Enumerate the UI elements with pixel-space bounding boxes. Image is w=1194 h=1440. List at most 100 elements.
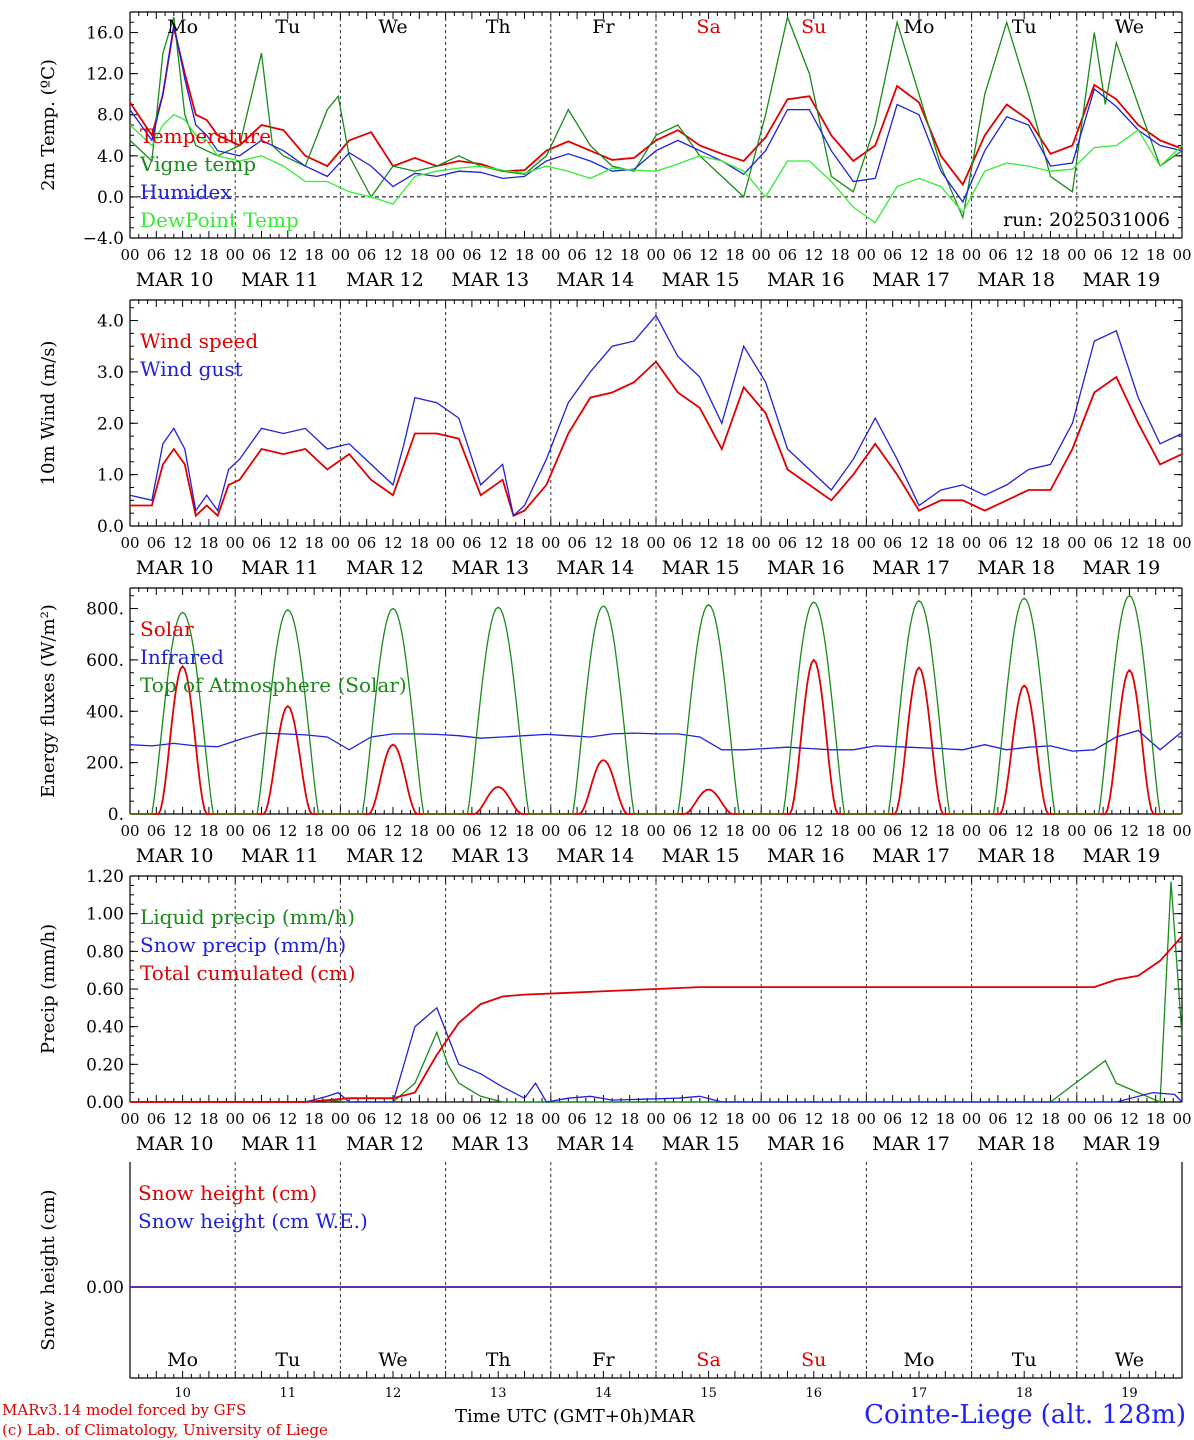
series-temperature (129, 27, 1183, 187)
hour-tick-label: 12 (278, 1110, 297, 1128)
hour-tick-label: 06 (357, 534, 376, 552)
date-label: MAR 13 (451, 269, 529, 291)
legend-entry: Wind speed (140, 329, 258, 353)
date-label: MAR 14 (557, 1133, 635, 1155)
run-label: run: 2025031006 (1003, 209, 1170, 231)
date-label: MAR 15 (662, 557, 740, 579)
y-tick-label: 400. (86, 702, 124, 722)
hour-tick-label: 00 (120, 534, 139, 552)
hour-tick-label: 00 (857, 1110, 876, 1128)
hour-tick-label: 18 (410, 822, 429, 840)
hour-tick-label: 06 (1094, 246, 1113, 264)
y-tick-label: 0.00 (86, 1093, 124, 1113)
date-label: MAR 16 (767, 269, 845, 291)
hour-tick-label: 06 (462, 1110, 481, 1128)
hour-tick-label: 18 (199, 822, 218, 840)
day-number: 19 (1121, 1386, 1138, 1401)
hour-tick-label: 06 (1094, 1110, 1113, 1128)
hour-tick-label: 18 (620, 1110, 639, 1128)
y-tick-label: 200. (86, 754, 124, 774)
day-number: 11 (280, 1386, 297, 1401)
hour-tick-label: 06 (462, 534, 481, 552)
hour-tick-label: 12 (909, 534, 928, 552)
hour-tick-label: 12 (489, 822, 508, 840)
hour-tick-label: 18 (1041, 822, 1060, 840)
series-humidex (129, 24, 1183, 204)
date-label: MAR 19 (1083, 557, 1161, 579)
legend-entry: Infrared (140, 645, 224, 669)
date-label: MAR 19 (1083, 1133, 1161, 1155)
date-label: MAR 17 (872, 557, 950, 579)
hour-tick-label: 06 (252, 822, 271, 840)
date-label: MAR 17 (872, 269, 950, 291)
y-tick-label: 3.0 (97, 363, 124, 383)
day-number: 16 (806, 1386, 823, 1401)
hour-tick-label: 18 (725, 1110, 744, 1128)
y-axis-label: 2m Temp. (ºC) (38, 59, 59, 191)
date-label: MAR 12 (346, 269, 424, 291)
y-axis-label: 10m Wind (m/s) (38, 341, 59, 486)
hour-tick-label: 18 (410, 246, 429, 264)
date-label: MAR 14 (557, 269, 635, 291)
date-label: MAR 11 (241, 845, 319, 867)
series-wind-speed (130, 360, 1183, 518)
hour-tick-label: 18 (410, 1110, 429, 1128)
hour-tick-label: 12 (804, 246, 823, 264)
day-number: 18 (1016, 1386, 1033, 1401)
panel-precip: 1.20 1.00 0.80 0.60 0.40 0.20 0.00 Precip (mm/h… (38, 867, 1192, 1155)
series-dewpoint-temp (129, 113, 1183, 224)
hour-tick-label: 18 (831, 1110, 850, 1128)
hour-tick-label: 18 (305, 246, 324, 264)
hour-tick-label: 06 (883, 246, 902, 264)
y-tick-label: 1.00 (86, 905, 124, 925)
date-label: MAR 12 (346, 1133, 424, 1155)
series-top-of-atmosphere-solar- (130, 594, 1182, 815)
hour-tick-label: 12 (489, 534, 508, 552)
y-tick-label: 0.60 (86, 980, 124, 1000)
hour-tick-label: 12 (1120, 534, 1139, 552)
hour-tick-label: 18 (1041, 1110, 1060, 1128)
hour-tick-label: 12 (278, 534, 297, 552)
hour-tick-label: 06 (252, 534, 271, 552)
day-number: 13 (490, 1386, 507, 1401)
hour-tick-label: 00 (541, 822, 560, 840)
hour-tick-label: 12 (909, 1110, 928, 1128)
date-label: MAR 18 (977, 1133, 1055, 1155)
hour-tick-label: 00 (857, 534, 876, 552)
hour-tick-label: 06 (147, 534, 166, 552)
hour-tick-label: 06 (568, 534, 587, 552)
hour-tick-label: 00 (1067, 246, 1086, 264)
hour-tick-label: 00 (962, 822, 981, 840)
hour-tick-label: 12 (383, 822, 402, 840)
hour-tick-label: 18 (199, 246, 218, 264)
hour-tick-label: 00 (1172, 822, 1191, 840)
hour-tick-label: 12 (383, 246, 402, 264)
series-snow-precip-mm-h- (130, 1006, 1183, 1103)
hour-tick-label: 12 (383, 1110, 402, 1128)
y-tick-label: 1.20 (86, 867, 124, 887)
hour-tick-label: 18 (936, 1110, 955, 1128)
hour-tick-label: 00 (1067, 1110, 1086, 1128)
date-label: MAR 15 (662, 1133, 740, 1155)
hour-tick-label: 00 (1172, 534, 1191, 552)
y-axis-label: Energy fluxes (W/m²) (38, 604, 59, 798)
hour-tick-label: 06 (673, 822, 692, 840)
date-label: MAR 16 (767, 557, 845, 579)
day-name: Th (486, 1349, 511, 1371)
hour-tick-label: 18 (831, 246, 850, 264)
hour-tick-label: 06 (147, 1110, 166, 1128)
legend-entry: Solar (140, 617, 194, 641)
hour-tick-label: 18 (1146, 1110, 1165, 1128)
date-label: MAR 17 (872, 845, 950, 867)
hour-tick-label: 00 (436, 534, 455, 552)
hour-tick-label: 18 (831, 822, 850, 840)
hour-tick-label: 12 (699, 1110, 718, 1128)
hour-tick-label: 12 (1015, 534, 1034, 552)
legend-entry: Total cumulated (cm) (140, 961, 356, 985)
hour-tick-label: 06 (778, 246, 797, 264)
day-name: Fr (592, 1349, 615, 1371)
hour-tick-label: 18 (515, 246, 534, 264)
hour-tick-label: 18 (410, 534, 429, 552)
hour-tick-label: 00 (646, 246, 665, 264)
